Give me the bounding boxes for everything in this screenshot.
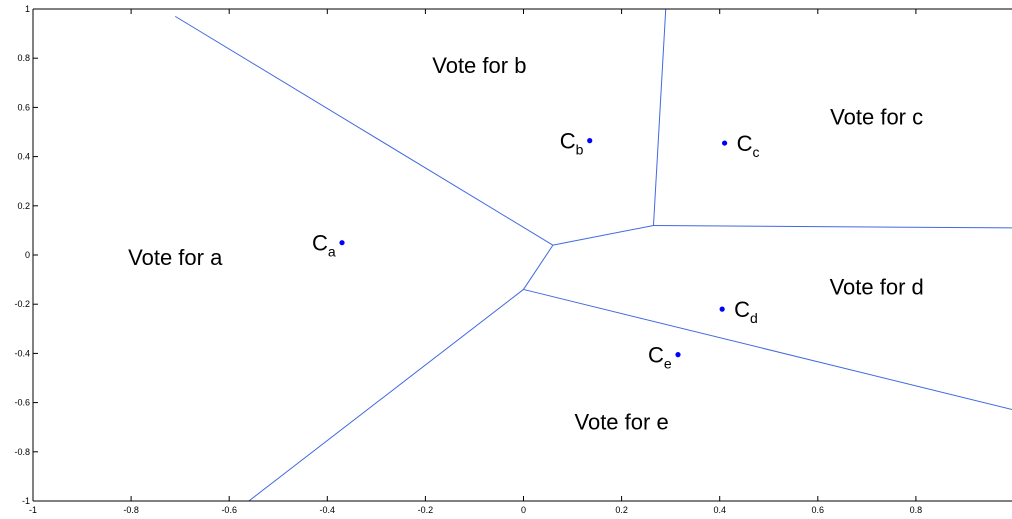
boundary-line-a-b <box>174 15 554 246</box>
region-label-e: Vote for e <box>575 410 669 435</box>
boundary-line-a-mid <box>523 244 554 290</box>
boundary-line-b-c <box>652 8 667 226</box>
point-cd <box>719 306 725 312</box>
y-tick-label: 0 <box>25 250 30 260</box>
y-tick-label: -0.6 <box>14 398 30 408</box>
x-tick-label: 0 <box>521 505 526 515</box>
boundary-line-a-e <box>248 289 524 502</box>
region-labels-layer: Vote for a Vote for b Vote for c Vote for d… <box>128 53 924 435</box>
y-tick-label: 0.8 <box>17 53 30 63</box>
boundary-line-b-mid <box>552 224 654 246</box>
x-tick-label: 0.4 <box>713 505 726 515</box>
x-tick-label: 0.6 <box>812 505 825 515</box>
y-tick-label: 0.4 <box>17 152 30 162</box>
y-tick-label: 0.2 <box>17 201 30 211</box>
ticks-layer: -1-0.8-0.6-0.4-0.200.20.40.60.8110.80.60… <box>14 4 1012 515</box>
point-ce <box>675 352 681 358</box>
x-tick-label: 0.2 <box>615 505 628 515</box>
points-layer: Ca Cb Cc Cd Ce <box>312 129 759 372</box>
y-tick-label: -0.4 <box>14 348 30 358</box>
region-label-a: Vote for a <box>128 245 223 270</box>
x-tick-label: 0.8 <box>910 505 923 515</box>
y-tick-label: -0.8 <box>14 447 30 457</box>
point-label-ca: Ca <box>312 231 336 260</box>
x-tick-label: -0.2 <box>418 505 434 515</box>
boundary-line-c-d <box>653 224 1012 229</box>
y-tick-label: -1 <box>22 496 30 506</box>
x-tick-label: -1 <box>29 505 37 515</box>
x-tick-label: -0.6 <box>221 505 237 515</box>
plot-area <box>33 9 1012 501</box>
point-label-cd: Cd <box>734 297 758 326</box>
point-cc <box>722 140 728 146</box>
point-cb <box>587 138 593 144</box>
region-label-d: Vote for d <box>830 274 924 299</box>
region-label-c: Vote for c <box>830 105 923 130</box>
boundary-line-d-e <box>523 288 1012 411</box>
point-label-cb: Cb <box>560 129 584 158</box>
point-label-cc: Cc <box>737 131 760 160</box>
y-tick-label: 1 <box>25 4 30 14</box>
y-tick-label: 0.6 <box>17 102 30 112</box>
point-ca <box>339 240 345 246</box>
y-tick-label: -0.2 <box>14 299 30 309</box>
x-tick-label: -0.8 <box>123 505 139 515</box>
region-label-b: Vote for b <box>432 53 526 78</box>
point-label-ce: Ce <box>648 343 672 372</box>
boundaries-layer <box>174 8 1012 502</box>
x-tick-label: -0.4 <box>320 505 336 515</box>
